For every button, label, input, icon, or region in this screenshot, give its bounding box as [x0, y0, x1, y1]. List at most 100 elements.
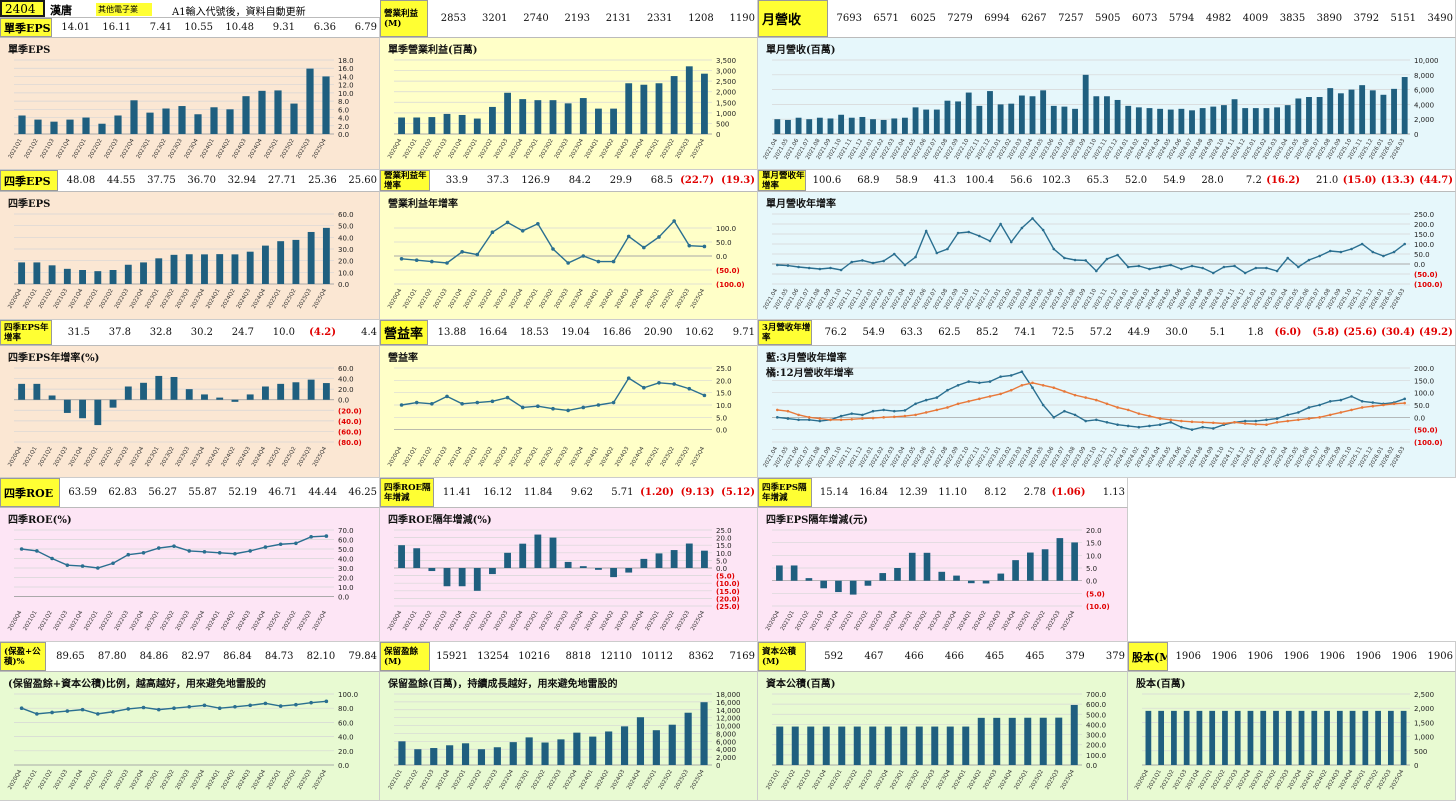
x-tick-label: 2022Q1 — [839, 610, 855, 632]
chart-title: 四季EPS年增率(%) — [8, 353, 100, 364]
x-tick-label: 2021Q1 — [402, 138, 418, 160]
bar — [997, 573, 1005, 581]
y-tick-label: 150.0 — [1414, 231, 1434, 239]
bar — [477, 749, 486, 765]
bar — [48, 395, 56, 400]
header-value: 5.71 — [611, 487, 634, 498]
point — [924, 398, 928, 402]
point — [324, 534, 329, 538]
point — [263, 701, 268, 706]
x-tick-label: 2023Q2 — [160, 446, 176, 468]
bar — [822, 726, 830, 765]
header-value: 27.71 — [267, 175, 297, 186]
point — [278, 542, 283, 547]
x-tick-label: 2021Q1 — [780, 610, 796, 632]
x-tick-label: 2023Q2 — [160, 610, 176, 632]
point — [1307, 417, 1311, 420]
bar — [848, 117, 855, 134]
y-tick-label: 20.0 — [716, 535, 732, 543]
y-tick-label: 0 — [1414, 131, 1418, 139]
header-value: 16.84 — [859, 487, 888, 498]
x-tick-label: 2022Q1 — [463, 138, 479, 160]
x-tick-label: 2023Q4 — [190, 769, 206, 791]
bar — [201, 394, 208, 400]
bar — [1298, 710, 1305, 765]
header-label: 月營收 — [758, 0, 828, 37]
header-value: (19.3) — [721, 175, 755, 186]
y-tick-label: 2,000 — [1414, 116, 1434, 124]
x-tick-label: 2022Q2 — [854, 610, 870, 632]
bar — [1380, 94, 1387, 134]
header-value: 16.86 — [602, 327, 632, 338]
bar — [891, 118, 898, 134]
bar — [610, 568, 617, 578]
header-row-12: (保盈+公積)% 89.65 87.80 84.86 82.97 86.84 84.73 82… — [0, 642, 380, 672]
header-row-8: 3月營收年增率 76.2 54.9 63.3 62.5 85.2 74.1 72.5 57.2 4… — [758, 320, 1456, 346]
x-tick-label: 2025Q3 — [675, 138, 691, 160]
bar — [1401, 77, 1408, 134]
bar — [443, 113, 451, 134]
bar — [155, 375, 163, 400]
header-value: 126.9 — [521, 175, 550, 186]
x-tick-label: 2024Q4 — [629, 288, 645, 310]
header-label: (保盈+公積)% — [0, 642, 46, 671]
x-tick-label: 2025Q1 — [642, 769, 658, 791]
point — [687, 243, 692, 248]
x-tick-label: 2024Q3 — [236, 288, 252, 310]
bar — [820, 580, 827, 589]
header-label: 營業利益年增率 — [380, 170, 430, 191]
bar — [1056, 538, 1064, 581]
x-tick-label: 2025Q2 — [282, 769, 298, 791]
point — [50, 710, 54, 715]
x-tick-label: 2022Q3 — [858, 769, 874, 791]
point — [1350, 395, 1353, 398]
y-tick-label: 20.0 — [716, 377, 732, 385]
point — [1350, 247, 1353, 251]
bar — [549, 537, 557, 568]
y-tick-label: 16.0 — [338, 65, 354, 73]
header-value: 18.53 — [520, 327, 549, 338]
point — [871, 261, 875, 265]
point — [1105, 257, 1109, 261]
point — [430, 401, 434, 406]
bar — [557, 739, 565, 765]
bar — [170, 376, 178, 400]
point — [505, 395, 510, 400]
point — [475, 400, 480, 405]
bar — [242, 96, 250, 134]
x-tick-label: 2024Q3 — [614, 610, 630, 632]
stock-code[interactable]: 2404 — [0, 0, 45, 17]
point — [1148, 424, 1151, 428]
chart-panel-c6: 單月營收年增率 (100.0) (50.0) 0.0 50.0 100.0 150.0 200… — [758, 192, 1456, 320]
point — [1328, 413, 1332, 417]
x-tick-label: 2021Q3 — [433, 288, 449, 310]
point — [882, 408, 885, 412]
header-value: 11.41 — [442, 487, 472, 498]
y-tick-label: 50.0 — [1414, 251, 1430, 259]
header-value: 2853 — [440, 13, 467, 24]
header-value: 1906 — [1427, 651, 1453, 662]
x-tick-label: 2021Q1 — [22, 446, 38, 468]
bar — [1285, 710, 1292, 765]
header-value: 7169 — [729, 651, 755, 662]
bar — [807, 726, 815, 765]
y-tick-label: 200.0 — [1414, 221, 1434, 229]
point — [505, 220, 510, 225]
header-value: 19.04 — [561, 327, 590, 338]
header-value: 16.12 — [483, 487, 512, 498]
y-tick-label: (100.0) — [716, 281, 745, 289]
header-value: 13.88 — [437, 327, 467, 338]
header-value: 4.4 — [361, 327, 377, 338]
x-tick-label: 2025Q3 — [674, 769, 690, 791]
point — [702, 393, 707, 398]
point — [65, 709, 70, 713]
point — [566, 261, 570, 265]
x-tick-label: 2024Q3 — [232, 138, 248, 160]
bar — [306, 68, 314, 134]
chart-svg: 0.0 5.0 10.0 15.0 20.0 25.0 2020Q4 2021Q1 2021Q2… — [387, 365, 732, 468]
bar — [1055, 717, 1063, 765]
point — [1031, 381, 1034, 385]
header-value: 31.5 — [67, 327, 90, 338]
point — [1031, 217, 1034, 220]
